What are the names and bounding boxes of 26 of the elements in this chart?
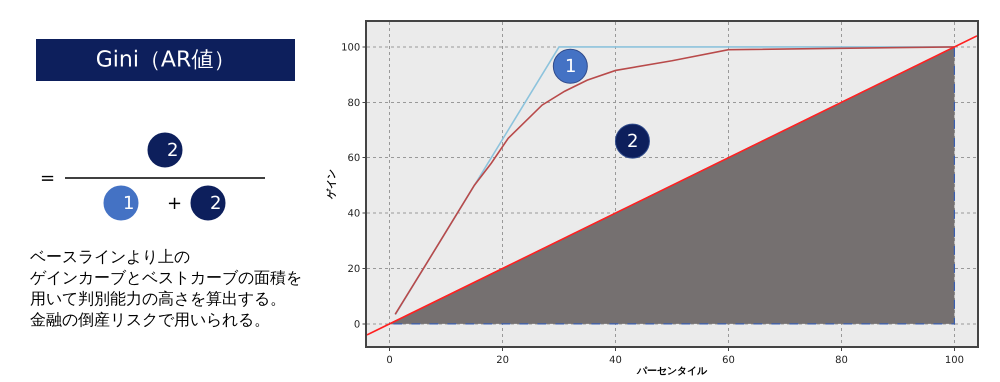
y-tick-label: 40 (348, 208, 360, 220)
text: 2 (210, 193, 222, 214)
x-tick-label: 60 (722, 354, 735, 366)
annotation: 1 (565, 56, 576, 77)
text: ゲインカーブとベストカーブの面積を (30, 268, 302, 287)
y-axis-title: ゲイン (326, 169, 338, 200)
annotation: 2 (627, 131, 638, 152)
x-tick-label: 80 (835, 354, 848, 366)
y-tick-label: 20 (348, 264, 360, 275)
y-tick-label: 80 (348, 98, 360, 109)
x-tick-label: 40 (609, 354, 622, 366)
x-tick-label: 20 (496, 354, 509, 366)
x-axis-title: パーセンタイル (636, 366, 708, 377)
x-tick-label: 100 (944, 354, 964, 366)
y-tick-label: 60 (348, 153, 360, 164)
text: = (40, 168, 56, 189)
text: 金融の倒産リスクで用いられる。 (30, 310, 270, 329)
text: 1 (123, 193, 134, 214)
text: Gini（AR値） (96, 48, 236, 72)
text: 用いて判別能力の高さを算出する。 (30, 289, 286, 308)
y-tick-label: 100 (341, 42, 360, 54)
y-tick-label: 0 (354, 319, 360, 330)
text: + (167, 193, 182, 214)
text: ベースラインより上の (30, 247, 190, 266)
x-tick-label: 0 (386, 354, 393, 366)
text: 2 (167, 140, 178, 161)
